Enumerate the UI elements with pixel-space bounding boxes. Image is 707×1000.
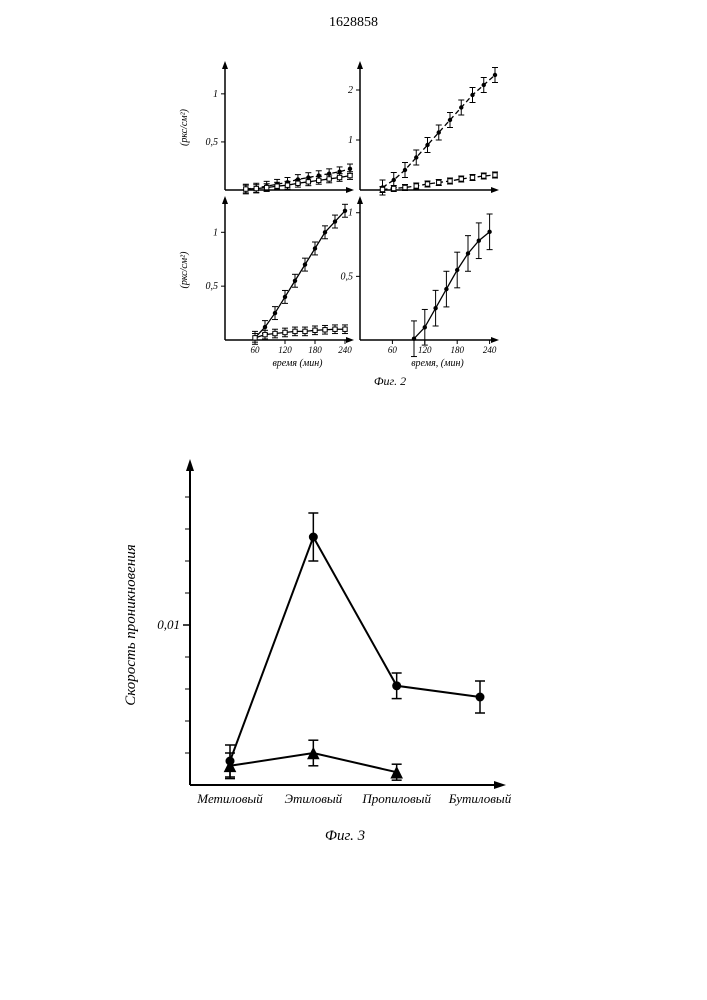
fig2-svg: 0,5 1 (ркс/см²) 1 2 0,5 1 60 120 180 240 (ркс/см²) в…	[170, 55, 510, 395]
svg-text:(ркс/см²): (ркс/см²)	[179, 251, 190, 289]
svg-text:Пропиловый: Пропиловый	[361, 791, 431, 806]
figure-2: 0,5 1 (ркс/см²) 1 2 0,5 1 60 120 180 240 (ркс/см²) в…	[170, 55, 510, 395]
svg-text:0,5: 0,5	[341, 271, 354, 282]
svg-text:0,01: 0,01	[157, 617, 180, 632]
svg-text:60: 60	[388, 345, 398, 355]
svg-text:2: 2	[348, 85, 353, 96]
svg-text:0,5: 0,5	[206, 281, 219, 292]
svg-text:120: 120	[278, 345, 292, 355]
svg-text:время, (мин): время, (мин)	[411, 358, 464, 369]
svg-text:180: 180	[450, 345, 464, 355]
svg-text:Скорость проникновения: Скорость проникновения	[123, 544, 139, 706]
fig3-svg: 0,01 Скорость проникновения Метиловый Этило…	[100, 445, 530, 865]
svg-text:180: 180	[308, 345, 322, 355]
svg-text:(ркс/см²): (ркс/см²)	[179, 108, 190, 146]
page-number: 1628858	[329, 15, 378, 31]
svg-text:1: 1	[348, 208, 353, 219]
svg-text:0,5: 0,5	[206, 137, 219, 148]
svg-text:60: 60	[251, 345, 261, 355]
svg-text:время (мин): время (мин)	[272, 358, 323, 369]
svg-text:120: 120	[418, 345, 432, 355]
svg-text:Фиг. 2: Фиг. 2	[374, 374, 406, 388]
svg-text:1: 1	[348, 135, 353, 146]
svg-text:1: 1	[213, 227, 218, 238]
svg-text:240: 240	[483, 345, 497, 355]
svg-text:Бутиловый: Бутиловый	[448, 791, 512, 806]
svg-text:Метиловый: Метиловый	[196, 791, 263, 806]
svg-text:240: 240	[338, 345, 352, 355]
svg-text:Фиг. 3: Фиг. 3	[325, 828, 365, 844]
svg-text:Этиловый: Этиловый	[284, 791, 342, 806]
figure-3: 0,01 Скорость проникновения Метиловый Этило…	[100, 445, 530, 865]
svg-text:1: 1	[213, 89, 218, 100]
